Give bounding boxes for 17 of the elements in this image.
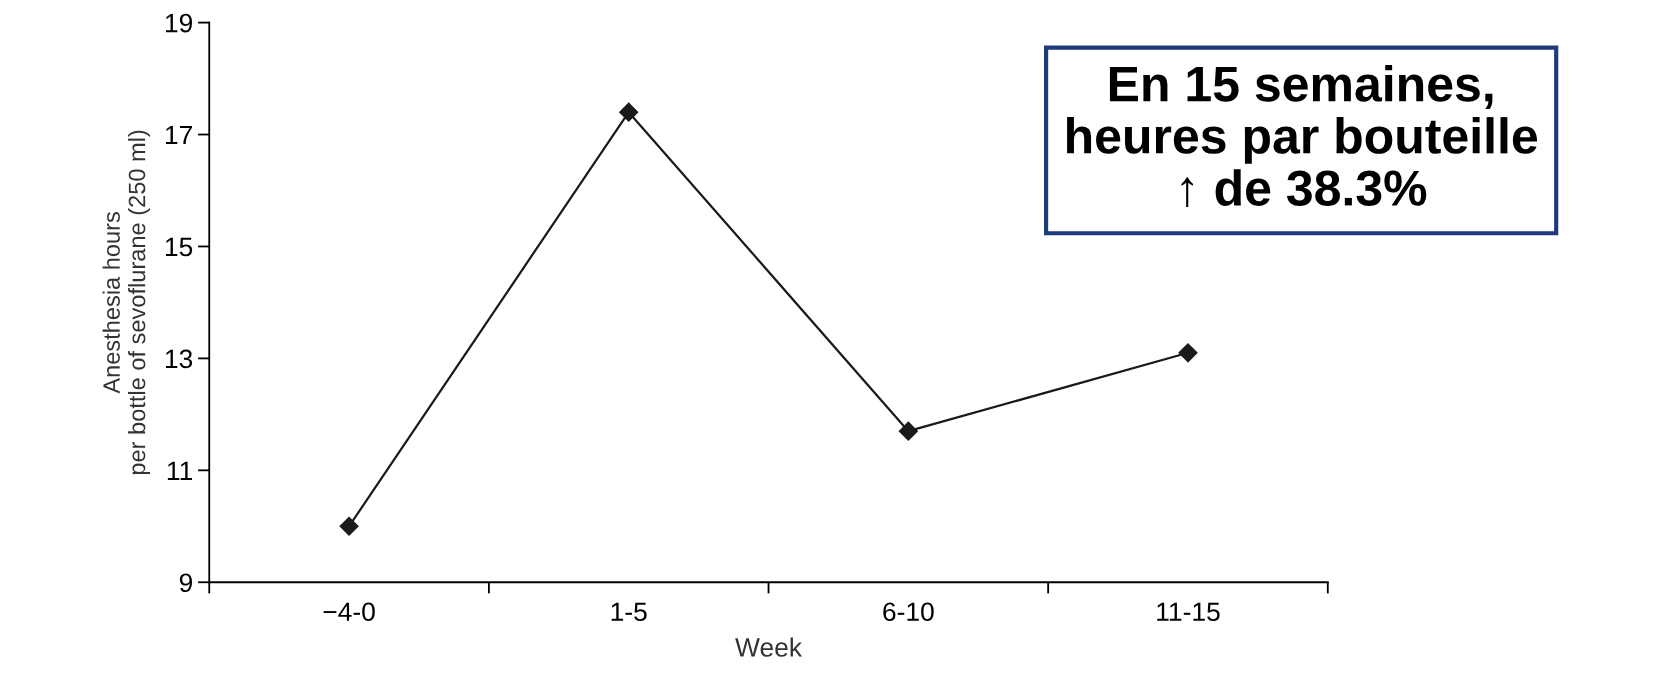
y-tick-label: 15 [165,237,193,257]
x-tick-label: 11-15 [1157,602,1220,622]
x-axis-title: Week [735,637,803,657]
x-tick-label: 1-5 [611,602,647,622]
y-tick-label: 19 [165,13,193,33]
point [898,421,918,441]
y-axis-title: Anesthesia hours per bottle of sevoflurane (250 ml) [102,130,151,475]
y-tick-label: 11 [167,461,192,480]
y-tick-label: 9 [179,573,193,593]
y-tick-label: 13 [165,349,193,369]
point [1178,343,1198,363]
x-tick-label: 6-10 [883,602,934,622]
annotation: En 15 semaines, heures par bouteille ↑ de 38.3% [1067,65,1538,207]
y-tick-label: 17 [165,125,192,145]
point [619,102,639,122]
x-tick-label: −4-0 [323,602,375,622]
point [339,516,359,536]
